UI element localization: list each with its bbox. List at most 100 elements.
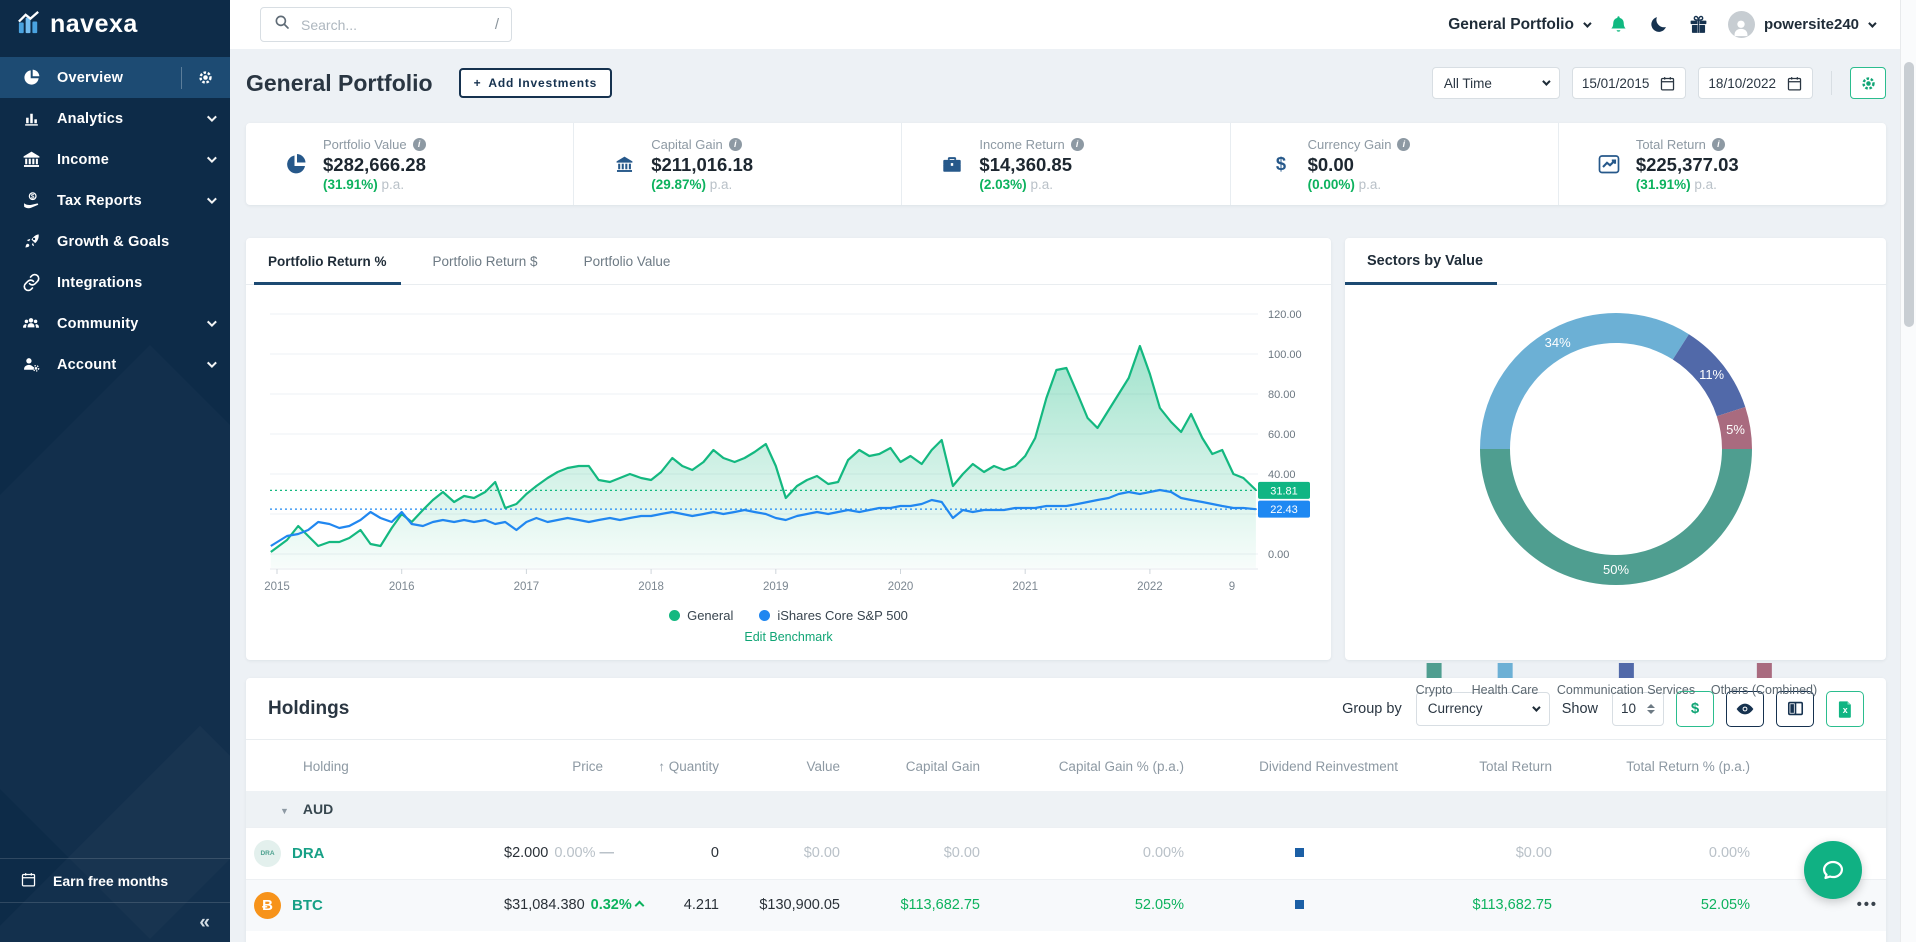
date-range-controls: All Time 15/01/2015 18/10/2022	[1432, 67, 1886, 99]
legend-item-ishares-core-s-p-500: iShares Core S&P 500	[759, 608, 908, 623]
column-header-price: Price	[496, 740, 611, 791]
calendar-icon[interactable]	[1786, 75, 1803, 92]
info-icon[interactable]: i	[1397, 138, 1410, 151]
stat-percentage: (0.00%) p.a.	[1308, 177, 1411, 192]
dividend-reinvestment-indicator[interactable]	[1295, 900, 1304, 909]
sidebar-item-tax-reports[interactable]: $Tax Reports	[0, 180, 230, 221]
page-scrollbar[interactable]	[1900, 0, 1916, 942]
info-icon[interactable]: i	[1071, 138, 1084, 151]
svg-text:5%: 5%	[1726, 422, 1745, 437]
sidebar-item-community[interactable]: Community	[0, 303, 230, 344]
info-icon[interactable]: i	[729, 138, 742, 151]
search-input[interactable]	[301, 17, 485, 33]
legend-dot-icon	[759, 610, 770, 621]
svg-text:31.81: 31.81	[1270, 485, 1298, 497]
date-from-input[interactable]: 15/01/2015	[1572, 67, 1687, 99]
plus-icon: +	[474, 76, 482, 90]
btc-coin-icon: Ƀ	[254, 892, 281, 919]
dark-mode-moon-icon[interactable]	[1648, 14, 1669, 35]
stat-value: $282,666.28	[323, 154, 426, 176]
person-gear-icon	[20, 355, 42, 375]
holding-ticker-link[interactable]: BTC	[292, 897, 323, 914]
column-header-value: Value	[727, 740, 848, 791]
column-header-total-return-p-a: Total Return % (p.a.)	[1560, 740, 1758, 791]
sector-legend-health-care: Health Care	[1472, 663, 1539, 697]
sidebar-item-integrations[interactable]: Integrations	[0, 262, 230, 303]
export-excel-button[interactable]: x	[1826, 691, 1864, 727]
sidebar: navexa Overview Analytics Income$Tax Repor…	[0, 0, 230, 942]
sidebar-collapse-button[interactable]: «	[0, 902, 230, 942]
briefcase-icon	[938, 153, 966, 175]
svg-text:9: 9	[1229, 581, 1235, 593]
notifications-bell-icon[interactable]	[1608, 14, 1629, 35]
legend-item-general: General	[669, 608, 733, 623]
logo[interactable]: navexa	[0, 0, 230, 49]
svg-text:2018: 2018	[638, 581, 664, 593]
svg-text:11%: 11%	[1699, 367, 1724, 382]
info-icon[interactable]: i	[1712, 138, 1725, 151]
group-row-aud[interactable]: ▼AUD	[246, 791, 1886, 827]
topbar: / General Portfolio powersite240	[230, 0, 1916, 49]
stat-value: $225,377.03	[1636, 154, 1739, 176]
svg-text:34%: 34%	[1545, 335, 1571, 350]
portfolio-selector[interactable]: General Portfolio	[1448, 16, 1589, 34]
divider	[1831, 71, 1832, 95]
search-box[interactable]: /	[260, 7, 512, 42]
column-header-total-return: Total Return	[1406, 740, 1560, 791]
svg-text:2019: 2019	[763, 581, 789, 593]
date-to-input[interactable]: 18/10/2022	[1698, 67, 1813, 99]
sidebar-item-analytics[interactable]: Analytics	[0, 98, 230, 139]
scrollbar-thumb[interactable]	[1904, 62, 1914, 327]
time-range-select[interactable]: All Time	[1432, 67, 1560, 99]
earn-free-months-button[interactable]: Earn free months	[0, 858, 230, 902]
tab-portfolio-value[interactable]: Portfolio Value	[584, 238, 671, 284]
holdings-card: Holdings Group by Currency Show 10 $	[246, 678, 1886, 942]
chat-support-button[interactable]	[1804, 841, 1862, 899]
sidebar-item-overview[interactable]: Overview	[0, 57, 230, 98]
stat-currency-gain: $Currency Gain i$0.00(0.00%) p.a.	[1230, 123, 1558, 205]
column-header-quantity[interactable]: ↑ Quantity	[611, 740, 727, 791]
holdings-table: HoldingPrice↑ QuantityValueCapital GainC…	[246, 740, 1886, 931]
sidebar-item-label: Tax Reports	[57, 193, 207, 209]
avatar	[1728, 11, 1755, 38]
holding-row-btc: ɃBTC$31,084.3800.32%4.211$130,900.05$113…	[246, 879, 1886, 931]
sidebar-item-label: Analytics	[57, 111, 207, 127]
portfolio-settings-button[interactable]	[1850, 67, 1886, 99]
svg-text:22.43: 22.43	[1270, 504, 1298, 516]
chevron-down-icon	[1542, 77, 1550, 85]
sidebar-item-income[interactable]: Income	[0, 139, 230, 180]
info-icon[interactable]: i	[413, 138, 426, 151]
dividend-reinvestment-indicator[interactable]	[1295, 848, 1304, 857]
holding-ticker-link[interactable]: DRA	[292, 845, 325, 862]
svg-text:2021: 2021	[1012, 581, 1038, 593]
topbar-right: General Portfolio powersite240	[1448, 11, 1874, 38]
sidebar-item-label: Account	[57, 357, 207, 373]
column-header-holding: Holding	[246, 740, 496, 791]
calendar-icon[interactable]	[1659, 75, 1676, 92]
sidebar-footer: Earn free months «	[0, 858, 230, 942]
sidebar-item-account[interactable]: Account	[0, 344, 230, 385]
bank-icon	[20, 150, 42, 169]
stat-value: $0.00	[1308, 154, 1411, 176]
chevron-down-icon	[1532, 703, 1540, 711]
rewards-gift-icon[interactable]	[1688, 14, 1709, 35]
sidebar-item-label: Integrations	[57, 275, 214, 291]
chevron-down-icon	[1583, 19, 1591, 27]
svg-text:2022: 2022	[1137, 581, 1163, 593]
chevron-down-icon	[1868, 19, 1876, 27]
column-header-capital-gain: Capital Gain	[848, 740, 988, 791]
stat-total-return: Total Return i$225,377.03(31.91%) p.a.	[1558, 123, 1886, 205]
settings-gear-icon[interactable]	[197, 69, 214, 86]
user-menu[interactable]: powersite240	[1728, 11, 1874, 38]
add-investments-button[interactable]: + Add Investments	[459, 68, 613, 98]
tab-portfolio-return[interactable]: Portfolio Return $	[433, 238, 538, 284]
group-by-label: Group by	[1342, 701, 1402, 717]
sidebar-item-growth-goals[interactable]: Growth & Goals	[0, 221, 230, 262]
show-label: Show	[1562, 701, 1598, 717]
svg-text:x: x	[1843, 705, 1848, 715]
stat-percentage: (31.91%) p.a.	[1636, 177, 1739, 192]
sidebar-item-label: Growth & Goals	[57, 234, 214, 250]
edit-benchmark-link[interactable]: Edit Benchmark	[246, 630, 1331, 644]
tab-portfolio-return[interactable]: Portfolio Return %	[268, 238, 387, 284]
bank-icon	[610, 155, 638, 174]
